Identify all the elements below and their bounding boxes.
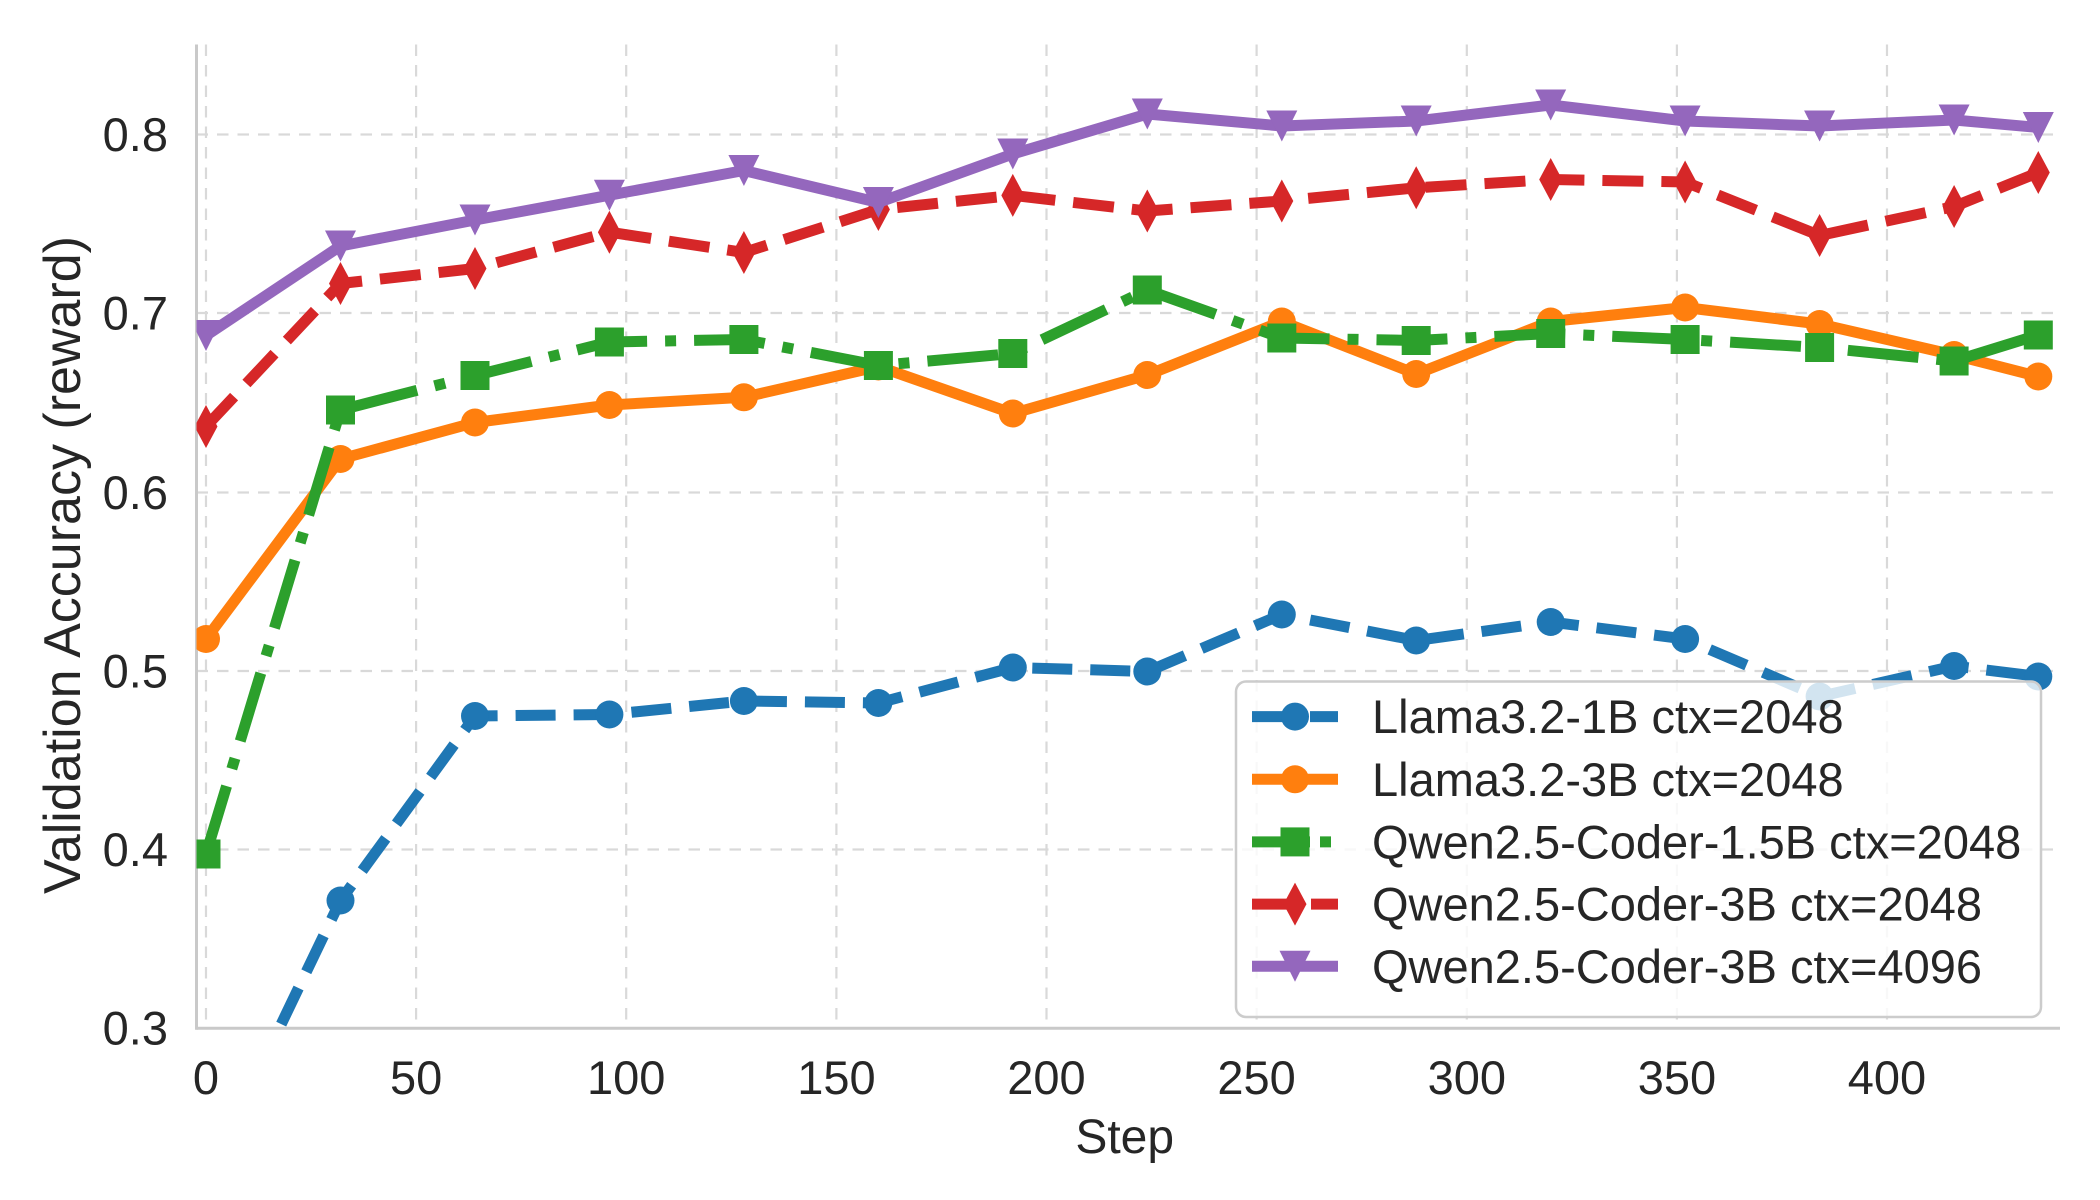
svg-text:200: 200 — [1007, 1051, 1085, 1104]
svg-text:0.4: 0.4 — [103, 823, 168, 876]
svg-text:Qwen2.5-Coder-3B ctx=4096: Qwen2.5-Coder-3B ctx=4096 — [1372, 940, 1982, 993]
svg-text:0.8: 0.8 — [103, 108, 168, 161]
svg-text:Step: Step — [1075, 1111, 1174, 1164]
svg-text:150: 150 — [797, 1051, 875, 1104]
svg-text:300: 300 — [1428, 1051, 1506, 1104]
svg-text:0.5: 0.5 — [103, 644, 168, 697]
svg-text:0.7: 0.7 — [103, 286, 168, 339]
svg-text:50: 50 — [390, 1051, 442, 1104]
svg-text:0.6: 0.6 — [103, 466, 168, 519]
svg-text:Qwen2.5-Coder-1.5B ctx=2048: Qwen2.5-Coder-1.5B ctx=2048 — [1372, 815, 2021, 868]
svg-text:0.3: 0.3 — [103, 1002, 168, 1055]
svg-text:250: 250 — [1217, 1051, 1295, 1104]
svg-text:100: 100 — [587, 1051, 665, 1104]
svg-text:Llama3.2-1B ctx=2048: Llama3.2-1B ctx=2048 — [1372, 690, 1844, 743]
svg-text:Llama3.2-3B ctx=2048: Llama3.2-3B ctx=2048 — [1372, 753, 1844, 806]
svg-text:350: 350 — [1638, 1051, 1716, 1104]
svg-text:Qwen2.5-Coder-3B ctx=2048: Qwen2.5-Coder-3B ctx=2048 — [1372, 878, 1982, 931]
svg-text:Validation Accuracy (reward): Validation Accuracy (reward) — [34, 236, 92, 894]
svg-text:400: 400 — [1848, 1051, 1926, 1104]
svg-text:0: 0 — [193, 1051, 219, 1104]
